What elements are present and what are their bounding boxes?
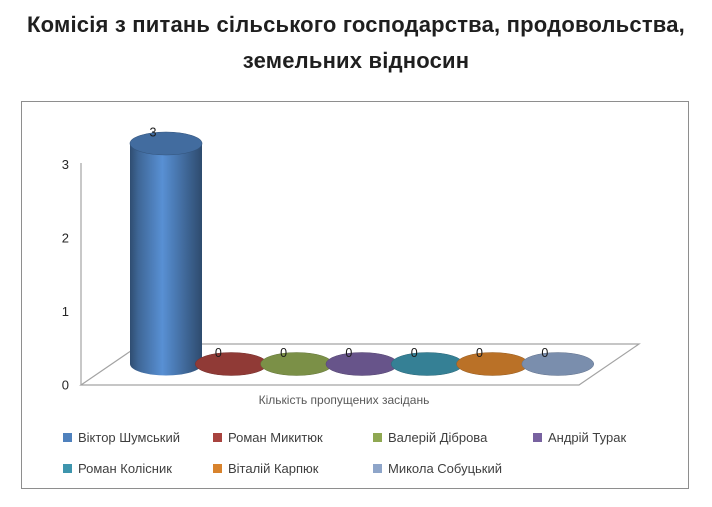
data-label: 0 (411, 346, 418, 360)
y-tick-label: 0 (62, 378, 69, 393)
zero-cylinder (456, 352, 529, 376)
legend-swatch-icon (373, 464, 382, 473)
chart-title-line1: Комісія з питань сільського господарства… (27, 12, 685, 37)
legend-item-2: Роман Микитюк (213, 429, 373, 446)
legend-label: Валерій Діброва (388, 430, 488, 445)
legend-swatch-icon (213, 433, 222, 442)
data-label: 0 (541, 346, 548, 360)
data-label: 0 (476, 346, 483, 360)
legend-item-6: Віталій Карпюк (213, 460, 373, 477)
chart-frame: 0 1 2 3 3 0 0 0 0 0 0 Кількість пропущених засідан… (21, 101, 689, 489)
legend-swatch-icon (63, 433, 72, 442)
legend-label: Микола Собуцький (388, 461, 503, 476)
chart-title: Комісія з питань сільського господарства… (0, 7, 712, 79)
zero-cylinder (521, 352, 595, 376)
cylinder-body (130, 143, 202, 364)
legend-label: Віталій Карпюк (228, 461, 319, 476)
legend-swatch-icon (373, 433, 382, 442)
legend-swatch-icon (63, 464, 72, 473)
data-label: 0 (280, 346, 287, 360)
y-tick-label: 2 (62, 231, 69, 246)
legend-item-5: Роман Колісник (63, 460, 213, 477)
x-axis-title: Кількість пропущених засідань (258, 393, 430, 407)
legend-label: Роман Микитюк (228, 430, 323, 445)
chart-title-line2: земельних відносин (242, 48, 470, 73)
legend-item-3: Валерій Діброва (373, 429, 533, 446)
cylinder-chart-plot: 0 1 2 3 3 0 0 0 0 0 0 (62, 126, 641, 393)
zero-cylinder (195, 352, 268, 376)
floor-plane (79, 343, 641, 386)
zero-cylinder (260, 352, 333, 376)
legend-swatch-icon (213, 464, 222, 473)
cylinder-top (129, 131, 203, 156)
legend-label: Андрій Турак (548, 430, 627, 445)
legend-item-1: Віктор Шумський (63, 429, 213, 446)
page: { "title": { "line1": "Комісія з питань … (0, 7, 712, 507)
y-tick-label: 3 (62, 157, 69, 172)
data-label: 0 (345, 346, 352, 360)
legend-label: Роман Колісник (78, 461, 172, 476)
zero-cylinder (390, 352, 464, 376)
data-label: 3 (150, 126, 157, 140)
legend-label: Віктор Шумський (78, 430, 180, 445)
chart-legend: Віктор Шумський Роман Микитюк Валерій Дібр… (63, 429, 669, 477)
data-label: 0 (215, 346, 222, 360)
legend-swatch-icon (533, 433, 542, 442)
legend-item-7: Микола Собуцький (373, 460, 502, 477)
y-tick-label: 1 (62, 304, 69, 319)
legend-item-4: Андрій Турак (533, 429, 659, 446)
zero-cylinder (325, 352, 399, 376)
